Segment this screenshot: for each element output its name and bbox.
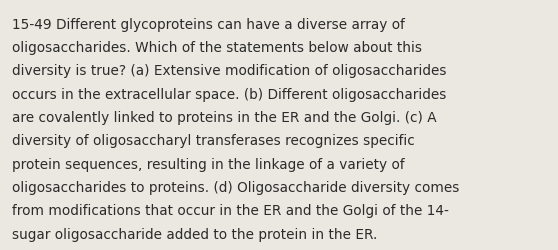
Text: occurs in the extracellular space. (b) Different oligosaccharides: occurs in the extracellular space. (b) D…: [12, 87, 446, 101]
Text: sugar oligosaccharide added to the protein in the ER.: sugar oligosaccharide added to the prote…: [12, 227, 378, 241]
Text: are covalently linked to proteins in the ER and the Golgi. (c) A: are covalently linked to proteins in the…: [12, 110, 437, 124]
Text: 15-49 Different glycoproteins can have a diverse array of: 15-49 Different glycoproteins can have a…: [12, 18, 405, 32]
Text: protein sequences, resulting in the linkage of a variety of: protein sequences, resulting in the link…: [12, 157, 405, 171]
Text: from modifications that occur in the ER and the Golgi of the 14-: from modifications that occur in the ER …: [12, 204, 449, 218]
Text: diversity is true? (a) Extensive modification of oligosaccharides: diversity is true? (a) Extensive modific…: [12, 64, 447, 78]
Text: oligosaccharides. Which of the statements below about this: oligosaccharides. Which of the statement…: [12, 41, 422, 55]
Text: oligosaccharides to proteins. (d) Oligosaccharide diversity comes: oligosaccharides to proteins. (d) Oligos…: [12, 180, 460, 194]
Text: diversity of oligosaccharyl transferases recognizes specific: diversity of oligosaccharyl transferases…: [12, 134, 415, 148]
